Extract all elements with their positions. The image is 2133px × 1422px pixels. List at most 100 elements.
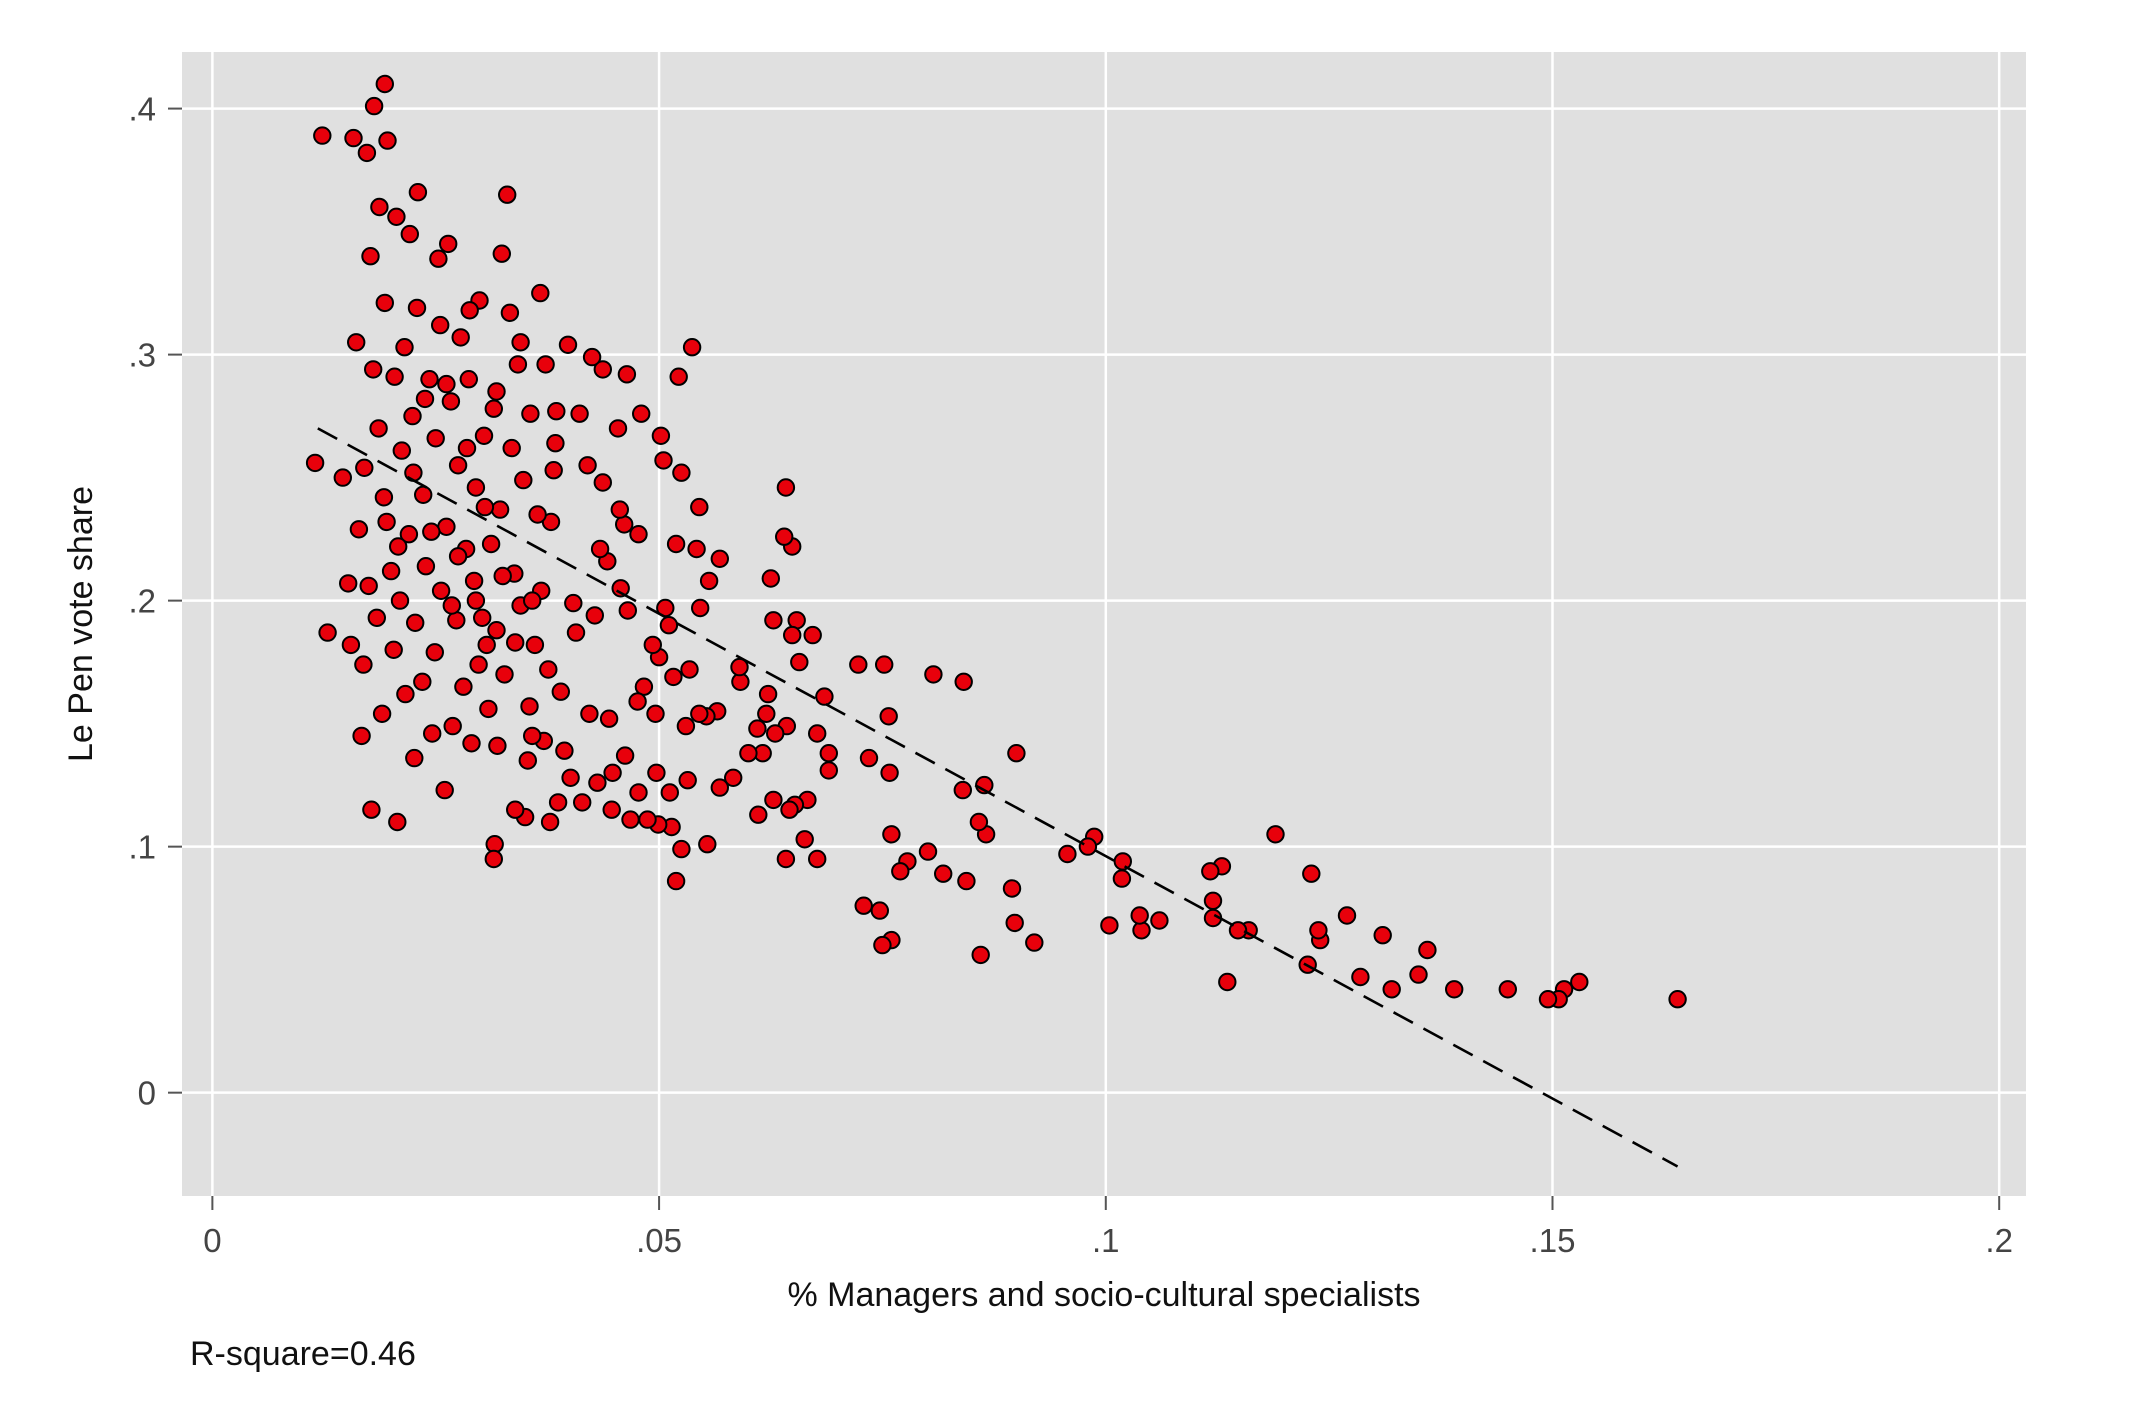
data-point: [882, 825, 901, 844]
data-point: [406, 613, 425, 632]
data-point: [561, 768, 580, 787]
data-point: [1538, 990, 1558, 1009]
data-point: [643, 635, 662, 655]
data-point: [548, 793, 568, 812]
data-point: [611, 579, 630, 598]
y-axis-label: Le Pen vote share: [62, 486, 100, 762]
x-tick-label: .2: [1985, 1222, 2013, 1259]
data-point: [422, 522, 441, 541]
data-point: [474, 426, 494, 445]
data-point: [880, 763, 899, 782]
data-point: [359, 576, 378, 596]
data-point: [748, 719, 767, 738]
data-point: [425, 643, 444, 662]
data-point: [691, 598, 710, 618]
data-point: [374, 488, 394, 507]
data-point: [795, 830, 814, 849]
data-point: [776, 849, 796, 869]
data-point: [954, 672, 973, 691]
data-point: [953, 780, 972, 800]
data-point: [578, 456, 597, 475]
data-point: [555, 741, 574, 760]
data-point: [859, 748, 879, 768]
data-point: [313, 126, 332, 145]
data-point: [676, 716, 696, 736]
data-point: [339, 574, 358, 593]
data-point: [362, 800, 381, 819]
data-point: [547, 402, 566, 421]
data-point: [628, 692, 647, 711]
data-point: [403, 406, 422, 426]
data-point: [352, 726, 371, 746]
data-point: [629, 783, 648, 802]
data-point: [361, 247, 380, 266]
x-tick-label: .15: [1530, 1222, 1576, 1259]
data-point: [590, 539, 610, 559]
data-point: [564, 593, 583, 613]
data-point: [924, 665, 943, 684]
data-point: [381, 561, 401, 581]
data-point: [518, 751, 537, 770]
data-point: [369, 419, 388, 438]
data-point: [638, 810, 657, 829]
data-point: [506, 633, 525, 652]
data-point: [602, 800, 621, 819]
data-point: [699, 571, 719, 591]
data-point: [969, 812, 989, 832]
data-point: [1409, 965, 1428, 984]
data-point: [500, 303, 520, 322]
data-point: [349, 520, 369, 539]
data-point: [710, 549, 729, 568]
y-tick-label: .1: [128, 829, 156, 866]
data-point: [761, 569, 780, 588]
data-point: [766, 724, 785, 743]
data-point: [819, 744, 838, 763]
data-point: [615, 746, 635, 765]
data-point: [1201, 862, 1220, 881]
data-point: [1112, 869, 1132, 888]
data-point: [680, 660, 699, 679]
data-point: [372, 704, 392, 723]
data-point: [318, 623, 337, 642]
data-point: [443, 716, 462, 736]
data-point: [431, 581, 451, 600]
data-point: [431, 315, 450, 335]
data-point: [389, 537, 408, 556]
data-point: [1382, 980, 1401, 999]
data-point: [1218, 972, 1237, 992]
data-point: [599, 709, 619, 728]
data-point: [603, 763, 622, 782]
data-point: [459, 370, 478, 389]
data-point: [815, 687, 834, 706]
data-point: [377, 512, 396, 532]
data-point: [520, 697, 539, 716]
data-point: [1266, 825, 1285, 844]
data-point: [475, 497, 495, 517]
data-point: [808, 724, 827, 743]
data-point: [849, 655, 868, 674]
data-point: [1498, 980, 1518, 999]
data-point: [437, 374, 456, 394]
data-point: [481, 534, 501, 554]
data-point: [957, 871, 976, 891]
x-tick-label: 0: [203, 1222, 221, 1259]
data-point: [477, 635, 496, 655]
data-point: [730, 657, 749, 677]
data-point: [775, 527, 794, 546]
data-point: [870, 901, 889, 920]
data-point: [1228, 921, 1248, 940]
data-point: [451, 328, 470, 347]
data-point: [462, 734, 481, 753]
data-point: [400, 224, 419, 244]
data-point: [502, 438, 521, 458]
data-point: [442, 596, 461, 615]
data-point: [666, 534, 686, 554]
data-point: [632, 404, 651, 423]
data-point: [934, 864, 953, 883]
data-point: [426, 429, 445, 448]
data-point: [724, 768, 743, 787]
data-point: [539, 660, 558, 679]
data-point: [764, 611, 783, 630]
data-point: [1100, 916, 1119, 935]
data-point: [739, 744, 758, 763]
